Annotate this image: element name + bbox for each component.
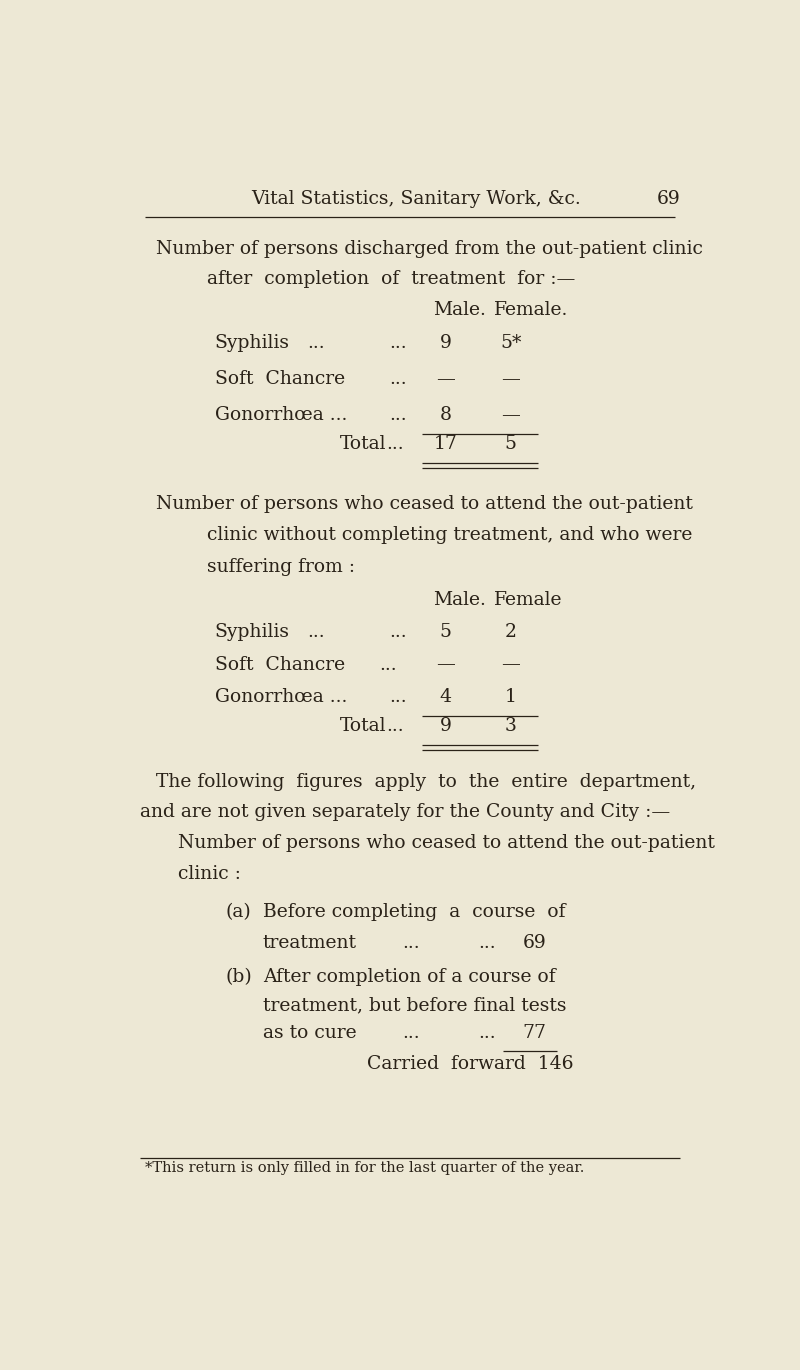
Text: Carried  forward  146: Carried forward 146	[367, 1055, 574, 1073]
Text: 5: 5	[440, 623, 452, 641]
Text: Number of persons who ceased to attend the out-patient: Number of persons who ceased to attend t…	[178, 834, 714, 852]
Text: as to cure: as to cure	[262, 1023, 356, 1041]
Text: Syphilis: Syphilis	[214, 623, 290, 641]
Text: 2: 2	[505, 623, 517, 641]
Text: ...: ...	[389, 623, 406, 641]
Text: ...: ...	[389, 688, 406, 706]
Text: treatment, but before final tests: treatment, but before final tests	[262, 996, 566, 1014]
Text: Number of persons discharged from the out-patient clinic: Number of persons discharged from the ou…	[156, 240, 702, 258]
Text: ...: ...	[389, 334, 406, 352]
Text: suffering from :: suffering from :	[207, 558, 355, 575]
Text: 77: 77	[522, 1023, 546, 1041]
Text: The following  figures  apply  to  the  entire  department,: The following figures apply to the entir…	[156, 773, 696, 790]
Text: Soft  Chancre: Soft Chancre	[214, 370, 345, 388]
Text: Number of persons who ceased to attend the out-patient: Number of persons who ceased to attend t…	[156, 495, 693, 512]
Text: Total: Total	[340, 717, 386, 736]
Text: —: —	[502, 406, 520, 425]
Text: 5*: 5*	[500, 334, 522, 352]
Text: ...: ...	[379, 655, 397, 674]
Text: Male.: Male.	[434, 590, 486, 608]
Text: 69: 69	[522, 934, 546, 952]
Text: Total: Total	[340, 436, 386, 453]
Text: 3: 3	[505, 717, 517, 736]
Text: ...: ...	[386, 436, 404, 453]
Text: After completion of a course of: After completion of a course of	[262, 969, 555, 986]
Text: —: —	[502, 655, 520, 674]
Text: —: —	[502, 370, 520, 388]
Text: clinic :: clinic :	[178, 864, 240, 882]
Text: *This return is only filled in for the last quarter of the year.: *This return is only filled in for the l…	[145, 1160, 584, 1174]
Text: 69: 69	[657, 190, 680, 208]
Text: Before completing  a  course  of: Before completing a course of	[262, 903, 566, 922]
Text: treatment: treatment	[262, 934, 357, 952]
Text: Male.: Male.	[434, 301, 486, 319]
Text: after  completion  of  treatment  for :—: after completion of treatment for :—	[207, 270, 575, 288]
Text: (b): (b)	[226, 969, 252, 986]
Text: (a): (a)	[226, 903, 251, 922]
Text: 9: 9	[440, 717, 451, 736]
Text: ...: ...	[386, 717, 404, 736]
Text: ...: ...	[308, 623, 326, 641]
Text: Gonorrhœa ...: Gonorrhœa ...	[214, 688, 347, 706]
Text: 9: 9	[440, 334, 451, 352]
Text: ...: ...	[402, 1023, 420, 1041]
Text: Gonorrhœa ...: Gonorrhœa ...	[214, 406, 347, 425]
Text: ...: ...	[389, 406, 406, 425]
Text: 5: 5	[505, 436, 517, 453]
Text: ...: ...	[478, 1023, 496, 1041]
Text: 1: 1	[505, 688, 517, 706]
Text: ...: ...	[402, 934, 420, 952]
Text: clinic without completing treatment, and who were: clinic without completing treatment, and…	[207, 526, 692, 544]
Text: 8: 8	[440, 406, 452, 425]
Text: —: —	[436, 370, 455, 388]
Text: Vital Statistics, Sanitary Work, &c.: Vital Statistics, Sanitary Work, &c.	[251, 190, 581, 208]
Text: 17: 17	[434, 436, 458, 453]
Text: ...: ...	[389, 370, 406, 388]
Text: Soft  Chancre: Soft Chancre	[214, 655, 345, 674]
Text: Female: Female	[494, 590, 562, 608]
Text: ...: ...	[478, 934, 496, 952]
Text: ...: ...	[308, 334, 326, 352]
Text: and are not given separately for the County and City :—: and are not given separately for the Cou…	[140, 803, 670, 822]
Text: Female.: Female.	[494, 301, 568, 319]
Text: —: —	[436, 655, 455, 674]
Text: 4: 4	[440, 688, 452, 706]
Text: Syphilis: Syphilis	[214, 334, 290, 352]
